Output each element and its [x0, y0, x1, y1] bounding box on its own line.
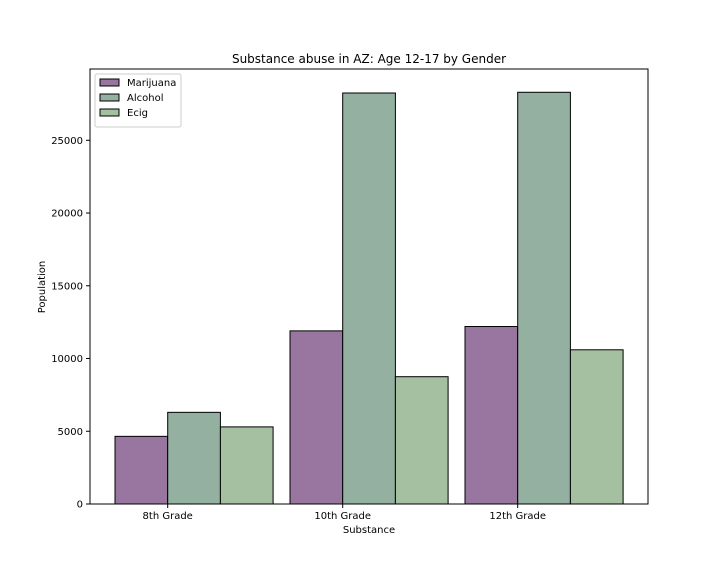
y-axis-label: Population: [37, 261, 48, 314]
bar-ecig-2: [394, 376, 449, 505]
x-axis: 8th Grade 10th Grade 12th Grade: [143, 504, 546, 522]
bar-alcohol-2: [342, 92, 396, 505]
bar-ecig-1: [219, 426, 274, 505]
legend-label-ecig: Ecig: [127, 108, 148, 119]
bar-marijuana-2: [289, 330, 344, 505]
bars-group: [114, 91, 624, 505]
y-tick-label: 20000: [51, 209, 83, 220]
x-axis-label: Substance: [343, 525, 395, 536]
y-axis: 0 5000 10000 15000 20000 25000: [51, 136, 90, 511]
bar-alcohol-3: [517, 91, 571, 505]
y-tick-label: 10000: [51, 354, 83, 365]
legend-label-marijuana: Marijuana: [127, 78, 176, 89]
x-tick-label: 12th Grade: [489, 511, 546, 522]
bar-marijuana-3: [464, 326, 519, 505]
bar-marijuana-1: [114, 435, 169, 505]
x-tick-label: 10th Grade: [314, 511, 371, 522]
legend: Marijuana Alcohol Ecig: [94, 73, 182, 128]
y-tick-label: 5000: [58, 427, 83, 438]
plot-frame: [89, 68, 649, 505]
legend-swatch-alcohol: [99, 93, 120, 102]
bar-alcohol-1: [167, 411, 221, 505]
x-tick-label: 8th Grade: [143, 511, 193, 522]
legend-swatch-ecig: [99, 108, 120, 117]
legend-swatch-marijuana: [99, 78, 120, 87]
y-tick-label: 0: [77, 500, 83, 511]
legend-label-alcohol: Alcohol: [127, 93, 163, 104]
y-tick-label: 25000: [51, 136, 83, 147]
y-tick-label: 15000: [51, 281, 83, 292]
bar-ecig-3: [569, 349, 624, 505]
chart-title: Substance abuse in AZ: Age 12-17 by Gend…: [232, 52, 506, 66]
